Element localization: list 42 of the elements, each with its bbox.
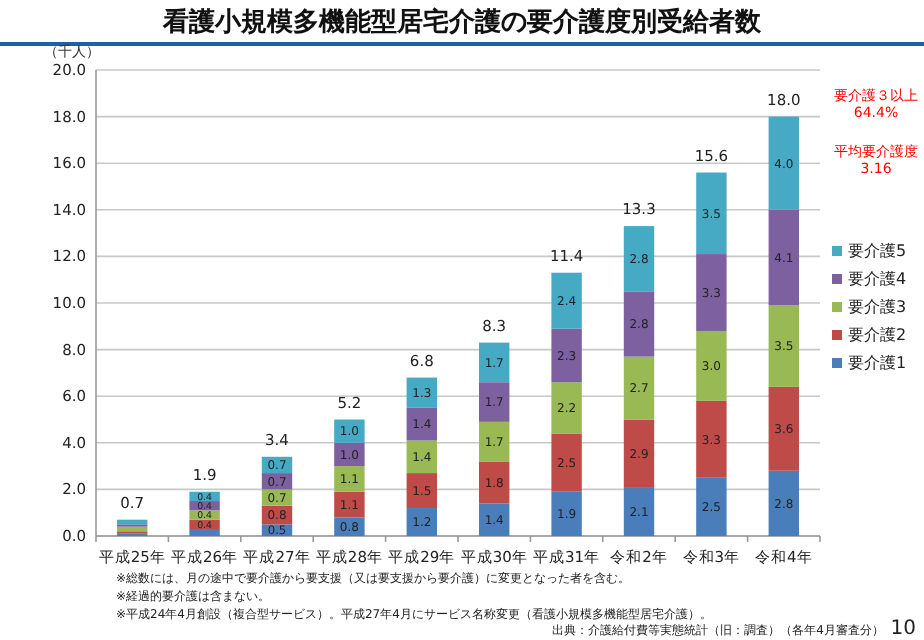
legend-label: 要介護4 bbox=[848, 270, 907, 288]
bar bbox=[189, 529, 220, 536]
bar bbox=[551, 491, 582, 536]
bar bbox=[551, 433, 582, 492]
bar bbox=[479, 503, 510, 536]
bar bbox=[768, 116, 799, 210]
bar bbox=[768, 209, 799, 306]
bar bbox=[623, 356, 655, 420]
bar bbox=[334, 466, 365, 492]
legend-label: 要介護3 bbox=[848, 298, 907, 316]
bar bbox=[623, 226, 655, 292]
bar bbox=[479, 461, 510, 504]
bar bbox=[479, 382, 510, 422]
text: 10 bbox=[890, 618, 916, 640]
bar bbox=[696, 477, 727, 536]
bar bbox=[406, 407, 437, 441]
bar bbox=[406, 377, 437, 408]
bar bbox=[696, 254, 727, 331]
bar bbox=[551, 272, 582, 329]
bar bbox=[334, 419, 365, 443]
bar bbox=[696, 400, 727, 478]
bar bbox=[696, 172, 727, 255]
bar bbox=[551, 382, 582, 434]
bar bbox=[479, 342, 510, 383]
legend-label: 要介護2 bbox=[848, 326, 907, 344]
bar bbox=[334, 442, 365, 467]
bar bbox=[768, 470, 799, 536]
bar bbox=[406, 440, 437, 474]
legend-label: 要介護1 bbox=[848, 354, 907, 372]
bar bbox=[768, 305, 799, 387]
bar bbox=[623, 487, 655, 536]
bar bbox=[768, 386, 799, 471]
bar bbox=[696, 330, 727, 401]
bar bbox=[334, 491, 365, 518]
legend-label: 要介護5 bbox=[848, 242, 907, 260]
bar bbox=[623, 291, 655, 357]
bar bbox=[479, 421, 510, 462]
bar bbox=[406, 473, 437, 509]
bar bbox=[551, 328, 582, 383]
bar bbox=[623, 419, 655, 488]
bar bbox=[406, 508, 437, 536]
chart-title: 看護小規模多機能型居宅介護の要介護度別受給者数 bbox=[161, 6, 763, 38]
